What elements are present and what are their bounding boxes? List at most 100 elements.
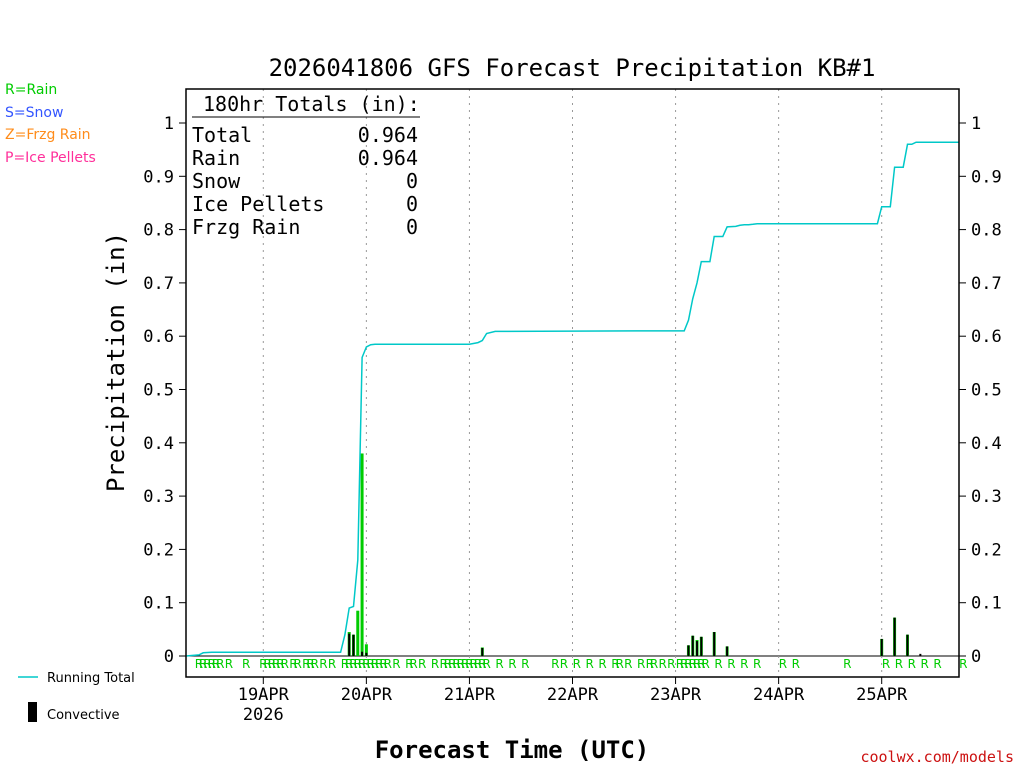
totals-header: 180hr Totals (in): <box>203 92 420 116</box>
precip-type-mark: R <box>457 657 465 671</box>
precip-type-mark: R <box>452 657 460 671</box>
convective-bar <box>713 632 716 656</box>
convective-bar <box>700 636 703 656</box>
precip-type-mark: R <box>551 657 559 671</box>
totals-row-label: Rain <box>192 146 240 170</box>
precip-type-mark: R <box>349 657 357 671</box>
rain-bar <box>360 453 364 656</box>
running-total-layer <box>185 141 959 657</box>
precip-type-mark: R <box>345 657 353 671</box>
totals-row-label: Ice Pellets <box>192 192 324 216</box>
convective-bar <box>919 653 922 656</box>
precip-type-mark: R <box>319 657 327 671</box>
precip-type-mark: R <box>203 657 211 671</box>
convective-bars <box>348 617 922 656</box>
precip-type-mark: R <box>409 657 417 671</box>
x-tick-label: 23APR <box>650 685 702 705</box>
precip-type-mark: R <box>482 657 490 671</box>
precip-type-mark: R <box>676 657 684 671</box>
precip-type-mark: R <box>208 657 216 671</box>
y-tick-label-right: 0.3 <box>971 487 1002 507</box>
precip-type-mark: R <box>281 657 289 671</box>
y-tick-label-left: 0.3 <box>143 487 174 507</box>
precip-type-mark: R <box>508 657 516 671</box>
totals-row-label: Snow <box>192 169 241 193</box>
precip-type-mark: R <box>701 657 709 671</box>
totals-row-label: Frzg Rain <box>192 215 300 239</box>
precip-type-mark: R <box>598 657 606 671</box>
y-tick-label-right: 0.1 <box>971 594 1002 614</box>
rain-bar <box>356 610 360 656</box>
precip-type-mark: R <box>689 657 697 671</box>
y-tick-label-right: 0.8 <box>971 221 1002 241</box>
convective-bar <box>481 648 484 656</box>
convective-bar <box>726 646 729 656</box>
legend-snow: S=Snow <box>5 105 64 121</box>
x-tick-label: 24APR <box>753 685 805 705</box>
precip-type-mark: R <box>659 657 667 671</box>
precip-type-mark: R <box>624 657 632 671</box>
precip-type-mark: R <box>714 657 722 671</box>
precip-type-mark: R <box>779 657 787 671</box>
y-axis-label: Precipitation (in) <box>102 232 130 492</box>
precip-type-mark: R <box>328 657 336 671</box>
convective-bar <box>348 633 351 656</box>
precip-type-mark: R <box>259 657 267 671</box>
precip-type-mark: R <box>461 657 469 671</box>
precip-type-mark: R <box>521 657 529 671</box>
precip-type-mark: R <box>216 657 224 671</box>
convective-bar <box>696 641 699 656</box>
running-total-line <box>185 141 959 657</box>
totals-rows: Total 0.964 Rain 0.964 Snow 0 Ice Pellets 0 Frzg… <box>192 123 418 239</box>
x-tick-label: 21APR <box>444 685 496 705</box>
precip-type-mark: R <box>306 657 314 671</box>
chart-title: 2026041806 GFS Forecast Precipitation KB… <box>269 54 876 82</box>
y-axis-ticks: 0 00.1 0.10.2 0.20.3 0.30.4 0.40.5 0.50.6 0.60.… <box>143 114 1001 667</box>
precip-type-mark: R <box>293 657 301 671</box>
precip-type-mark: R <box>431 657 439 671</box>
precip-type-mark: R <box>418 657 426 671</box>
y-tick-label-left: 0.7 <box>143 274 174 294</box>
precip-type-mark: R <box>616 657 624 671</box>
totals-box: 180hr Totals (in): Total 0.964 Rain 0.964 Sn… <box>192 92 420 239</box>
running-total-legend-label: Running Total <box>47 671 135 686</box>
precip-type-mark: R <box>439 657 447 671</box>
precip-type-mark: R <box>478 657 486 671</box>
y-tick-label-left: 0.8 <box>143 221 174 241</box>
convective-bar <box>361 651 364 656</box>
precip-type-mark: R <box>895 657 903 671</box>
convective-bar <box>352 634 355 656</box>
precip-type-mark: R <box>959 657 967 671</box>
precip-type-mark: R <box>362 657 370 671</box>
precip-type-mark: R <box>448 657 456 671</box>
precip-type-mark: R <box>444 657 452 671</box>
precip-type-mark: R <box>908 657 916 671</box>
precip-type-mark: R <box>586 657 594 671</box>
precip-type-mark: R <box>882 657 890 671</box>
precip-type-mark: R <box>680 657 688 671</box>
precip-type-mark: R <box>697 657 705 671</box>
y-tick-label-right: 1 <box>971 114 981 134</box>
convective-bar <box>880 638 883 656</box>
precip-type-mark: R <box>375 657 383 671</box>
totals-row-value: 0 <box>406 169 418 193</box>
precip-type-mark: R <box>465 657 473 671</box>
precip-type-mark: R <box>637 657 645 671</box>
y-tick-label-left: 0.2 <box>143 540 174 560</box>
convective-bar <box>691 635 694 656</box>
convective-legend-swatch <box>28 702 37 722</box>
x-tick-label: 20APR <box>341 685 393 705</box>
y-tick-label-left: 0.4 <box>143 434 174 454</box>
grid-lines <box>186 89 959 677</box>
y-tick-label-right: 0.9 <box>971 167 1002 187</box>
y-tick-label-left: 1 <box>164 114 174 134</box>
convective-bar <box>893 617 896 656</box>
legend-frzg-rain: Z=Frzg Rain <box>5 127 91 143</box>
precip-type-mark: R <box>195 657 203 671</box>
precip-type-mark: R <box>392 657 400 671</box>
y-tick-label-left: 0.5 <box>143 381 174 401</box>
precip-type-mark: R <box>302 657 310 671</box>
